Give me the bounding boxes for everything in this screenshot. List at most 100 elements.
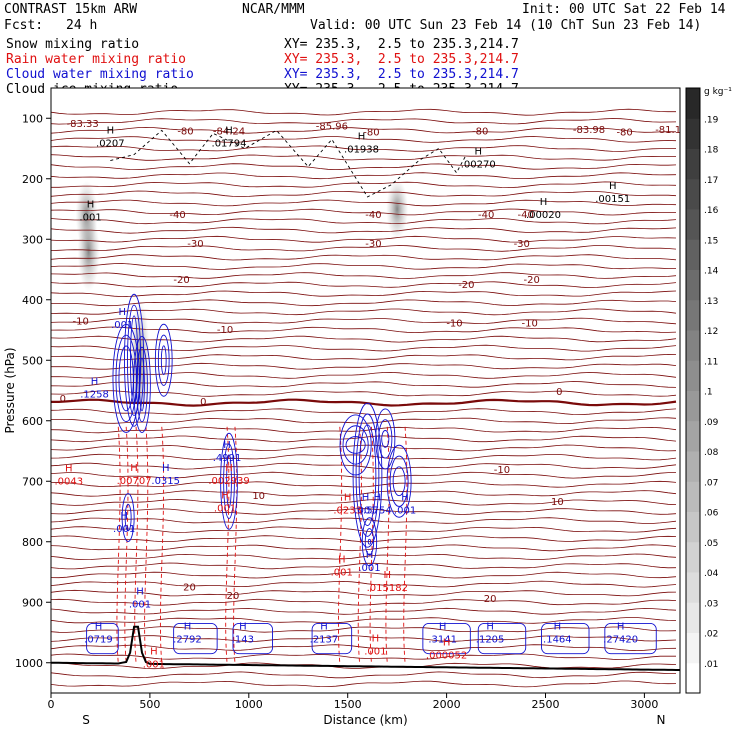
max-label-30: .001 [331, 567, 353, 578]
x-tick-label-1: 500 [139, 698, 160, 711]
max-marker-9: H [223, 440, 231, 451]
max-label-3: .00270 [461, 160, 496, 171]
field-snow-name: Snow mixing ratio [6, 37, 140, 52]
x-tick-label-5: 2500 [531, 698, 559, 711]
isotherm-39 [51, 462, 677, 470]
max-marker-29: H [374, 493, 382, 504]
isotherm-6 [51, 163, 677, 171]
colorbar-tick-13: .14 [704, 267, 719, 277]
isotherm-14 [51, 235, 677, 243]
max-label-12: .001 [358, 563, 380, 574]
x-tick-label-0: 0 [48, 698, 55, 711]
isotherm-61 [51, 662, 677, 670]
cloud-contour-9-0 [121, 493, 135, 542]
y-tick-label-3: 400 [22, 294, 43, 307]
isotherm-24 [51, 326, 677, 334]
isotherm-60 [51, 653, 677, 661]
cloud-contour-7-2 [381, 430, 390, 448]
temperature-label-11: -40 [478, 210, 494, 221]
isotherm-17 [51, 263, 676, 270]
field-snow-xy: XY= 235.3, 2.5 to 235.3,214.7 [284, 37, 519, 52]
max-label-18: .143 [232, 635, 254, 646]
x-end-label-right: N [657, 713, 666, 727]
isotherm-53 [51, 589, 677, 597]
plot-frame [50, 87, 681, 694]
isotherm-58 [51, 635, 677, 642]
terrain-line [51, 625, 680, 671]
rain-contour-11 [403, 426, 408, 663]
y-tick-label-8: 900 [22, 596, 43, 609]
isotherm-1 [51, 118, 677, 125]
max-marker-33: H [443, 637, 451, 648]
temperature-label-8: -81.1 [655, 125, 681, 136]
colorbar-tick-10: .11 [704, 357, 718, 367]
max-label-28: .0233 [333, 506, 362, 517]
cloud-contour-8-1 [389, 455, 409, 507]
isotherm-47 [51, 535, 677, 543]
x-tick-label-4: 2000 [433, 698, 461, 711]
cloud-contour-8-0 [386, 444, 412, 518]
isotherm-52 [51, 580, 677, 588]
rain-contour-9 [369, 426, 374, 663]
max-marker-5: H [540, 197, 548, 208]
max-label-27: .001 [214, 503, 236, 514]
max-marker-25: H [130, 463, 138, 474]
colorbar-band-2 [686, 602, 700, 633]
cloud-contour-7-0 [375, 408, 396, 470]
y-tick-label-6: 700 [22, 475, 43, 488]
colorbar-tick-18: .19 [704, 115, 719, 125]
cloud-contour-10-0 [361, 517, 378, 567]
low-cloud-5 [477, 622, 527, 655]
isotherm-34 [51, 417, 677, 425]
colorbar-tick-12: .13 [704, 297, 718, 307]
isotherm-0 [51, 108, 676, 116]
max-marker-23: H [617, 622, 625, 633]
max-label-17: .2792 [173, 635, 202, 646]
colorbar-tick-3: .04 [704, 569, 719, 579]
valid-time: Valid: 00 UTC Sun 23 Feb 14 (10 ChT Sun … [310, 18, 702, 33]
max-marker-27: H [221, 490, 229, 501]
colorbar-band-7 [686, 451, 700, 482]
rain-contour-10 [385, 426, 390, 663]
rain-contour-8 [357, 426, 362, 663]
max-marker-12: H [366, 550, 374, 561]
max-marker-2: H [358, 132, 366, 143]
temperature-label-24: 0 [200, 397, 206, 408]
max-marker-32: H [372, 634, 380, 645]
colorbar-tick-11: .12 [704, 327, 718, 337]
cloud-contour-4-2 [226, 454, 232, 509]
max-marker-31: H [383, 570, 391, 581]
rain-contour-7 [337, 426, 343, 663]
max-label-19: .2137 [310, 635, 339, 646]
temperature-label-27: 10 [252, 491, 265, 502]
x-axis-label: Distance (km) [323, 713, 407, 727]
cloud-contour-4-1 [223, 443, 235, 519]
max-label-9: .4991 [213, 453, 242, 464]
max-label-20: .3141 [428, 635, 457, 646]
temperature-label-21: -10 [446, 319, 462, 330]
isotherm-54 [51, 598, 677, 606]
max-label-10: .001 [354, 506, 376, 517]
temperature-label-9: -40 [169, 210, 185, 221]
y-axis-label: Pressure (hPa) [3, 347, 17, 433]
rain-contour-5 [225, 426, 230, 663]
max-marker-11: H [401, 493, 409, 504]
colorbar-unit: g kg⁻¹ [704, 87, 732, 97]
temperature-label-18: -20 [523, 275, 539, 286]
isotherm-30 [51, 381, 677, 388]
cloud-contour-5-1 [342, 425, 369, 465]
colorbar-tick-6: .07 [704, 478, 718, 488]
colorbar-tick-1: .02 [704, 630, 718, 640]
temperature-label-16: -20 [173, 275, 189, 286]
temperature-label-7: -80 [616, 128, 632, 139]
isotherm-21 [51, 299, 677, 307]
cloud-contour-3-1 [157, 334, 170, 386]
isotherm-16 [51, 254, 677, 261]
isotherm-40 [51, 471, 677, 479]
colorbar-band-9 [686, 390, 700, 422]
max-label-15: .001 [129, 599, 151, 610]
max-marker-22: H [554, 622, 562, 633]
colorbar-band-3 [686, 572, 700, 603]
y-tick-label-0: 100 [22, 112, 43, 125]
max-marker-16: H [95, 622, 103, 633]
